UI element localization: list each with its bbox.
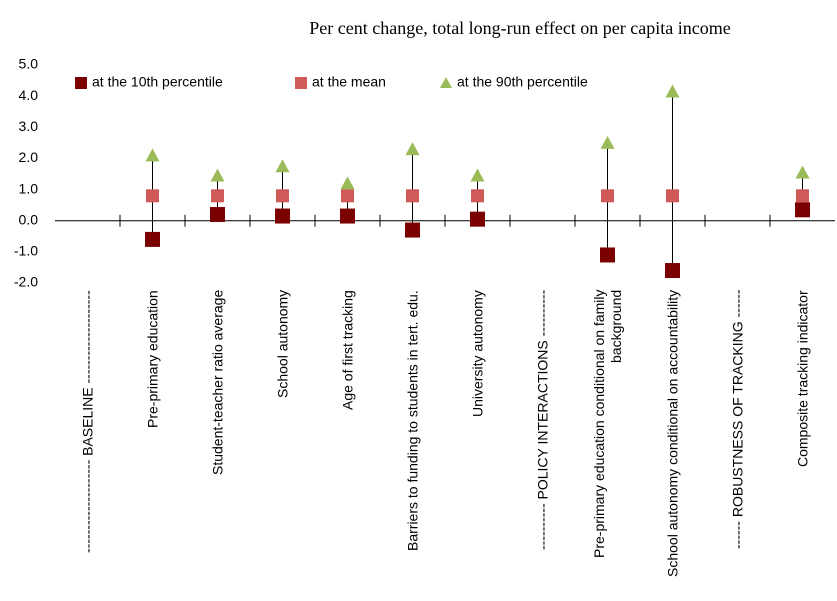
- square-marker: [405, 222, 420, 238]
- triangle-marker: [470, 168, 485, 182]
- square-marker: [275, 208, 290, 224]
- x-tick-label: ------ ROBUSTNESS OF TRACKING ------: [729, 290, 745, 550]
- square-marker: [666, 189, 679, 203]
- square-marker: [146, 189, 159, 203]
- x-tick-label: Age of first tracking: [339, 290, 355, 410]
- x-tick-label: Pre-primary education: [144, 290, 160, 428]
- x-tick-label: Student-teacher ratio average: [209, 290, 225, 476]
- square-marker: [210, 206, 225, 222]
- y-tick-label: 3.0: [19, 118, 39, 134]
- triangle-marker: [665, 84, 680, 98]
- square-marker: [406, 189, 419, 203]
- y-tick-label: 5.0: [19, 56, 39, 72]
- x-tick-label: School autonomy conditional on accountab…: [664, 290, 680, 578]
- y-tick-label: 2.0: [19, 149, 39, 165]
- x-tick-label: School autonomy: [274, 290, 290, 399]
- x-tick-label: Pre-primary education conditional on fam…: [590, 290, 624, 559]
- triangle-marker: [600, 135, 615, 149]
- square-marker: [795, 202, 810, 218]
- y-tick-label: -1.0: [14, 243, 38, 259]
- y-tick-label: 1.0: [19, 180, 39, 196]
- legend-marker: [440, 77, 452, 88]
- chart-title: Per cent change, total long-run effect o…: [309, 18, 731, 38]
- square-marker: [341, 189, 354, 203]
- x-tick-label: -------------------- BASELINE ----------…: [79, 290, 95, 553]
- x-tick-label: University autonomy: [469, 290, 485, 417]
- square-marker: [145, 231, 160, 247]
- triangle-marker: [275, 159, 290, 173]
- square-marker: [665, 263, 680, 279]
- x-tick-label: Composite tracking indicator: [794, 290, 810, 467]
- x-tick-label: ---------- POLICY INTERACTIONS ---------…: [534, 290, 550, 551]
- legend-marker: [295, 77, 307, 89]
- y-tick-label: -2.0: [14, 274, 38, 290]
- square-marker: [470, 211, 485, 227]
- legend-label: at the 10th percentile: [92, 74, 223, 90]
- square-marker: [340, 208, 355, 224]
- triangle-marker: [210, 168, 225, 182]
- triangle-marker: [145, 148, 160, 162]
- y-tick-label: 0.0: [19, 211, 39, 227]
- legend-label: at the 90th percentile: [457, 74, 588, 90]
- legend-marker: [75, 77, 87, 89]
- square-marker: [600, 247, 615, 263]
- triangle-marker: [405, 142, 420, 156]
- x-tick-label: Barriers to funding to students in tert.…: [404, 290, 420, 551]
- y-tick-label: 4.0: [19, 87, 39, 103]
- square-marker: [601, 189, 614, 203]
- triangle-marker: [795, 165, 810, 179]
- triangle-marker: [340, 176, 355, 190]
- square-marker: [471, 189, 484, 203]
- square-marker: [796, 189, 809, 203]
- legend-label: at the mean: [312, 74, 386, 90]
- square-marker: [211, 189, 224, 203]
- square-marker: [276, 189, 289, 203]
